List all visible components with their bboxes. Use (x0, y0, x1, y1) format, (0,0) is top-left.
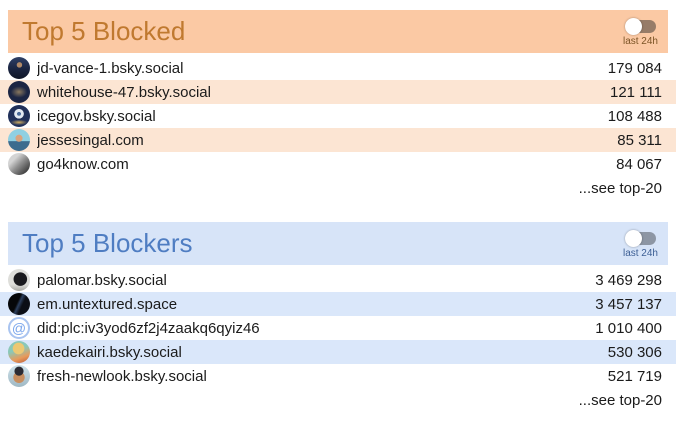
avatar (8, 105, 30, 127)
top-blockers-header: Top 5 Blockers last 24h (8, 222, 668, 265)
panel-title-blocked: Top 5 Blocked (22, 16, 186, 46)
see-more-row: ...see top-20 (0, 176, 676, 200)
avatar (8, 269, 30, 291)
list-item[interactable]: jessesingal.com 85 311 (0, 128, 676, 152)
account-handle[interactable]: did:plc:iv3yod6zf2j4zaakq6qyiz46 (37, 319, 260, 337)
top-blocked-header: Top 5 Blocked last 24h (8, 10, 668, 53)
avatar (8, 129, 30, 151)
list-item[interactable]: jd-vance-1.bsky.social 179 084 (0, 56, 676, 80)
list-item[interactable]: em.untextured.space 3 457 137 (0, 292, 676, 316)
account-handle[interactable]: icegov.bsky.social (37, 107, 156, 125)
last-24h-toggle[interactable] (625, 18, 656, 35)
avatar (8, 81, 30, 103)
block-count: 521 719 (607, 367, 662, 385)
list-item[interactable]: icegov.bsky.social 108 488 (0, 104, 676, 128)
avatar (8, 365, 30, 387)
top-blockers-panel: Top 5 Blockers last 24h palomar.bsky.soc… (0, 222, 676, 412)
block-count: 108 488 (607, 107, 662, 125)
blockers-list: palomar.bsky.social 3 469 298 em.untextu… (0, 268, 676, 388)
list-item[interactable]: palomar.bsky.social 3 469 298 (0, 268, 676, 292)
account-handle[interactable]: kaedekairi.bsky.social (37, 343, 182, 361)
avatar (8, 341, 30, 363)
see-top-20-link[interactable]: ...see top-20 (578, 179, 662, 197)
block-count: 530 306 (607, 343, 662, 361)
header-controls: last 24h (622, 230, 658, 259)
avatar (8, 57, 30, 79)
list-item[interactable]: @ did:plc:iv3yod6zf2j4zaakq6qyiz46 1 010… (0, 316, 676, 340)
toggle-knob-icon (625, 230, 642, 247)
see-top-20-link[interactable]: ...see top-20 (578, 391, 662, 409)
see-more-row: ...see top-20 (0, 388, 676, 412)
block-count: 121 111 (610, 83, 662, 101)
header-controls: last 24h (622, 18, 658, 47)
list-item[interactable]: fresh-newlook.bsky.social 521 719 (0, 364, 676, 388)
last-24h-toggle[interactable] (625, 230, 656, 247)
clearsky-top-lists-page: Top 5 Blocked last 24h jd-vance-1.bsky.s… (0, 10, 676, 412)
account-handle[interactable]: go4know.com (37, 155, 129, 173)
block-count: 179 084 (607, 59, 662, 77)
block-count: 85 311 (617, 131, 662, 149)
block-count: 3 469 298 (595, 271, 662, 289)
list-item[interactable]: kaedekairi.bsky.social 530 306 (0, 340, 676, 364)
avatar (8, 293, 30, 315)
account-handle[interactable]: em.untextured.space (37, 295, 178, 313)
account-handle[interactable]: jessesingal.com (37, 131, 144, 149)
panel-title-blockers: Top 5 Blockers (22, 228, 193, 258)
account-handle[interactable]: fresh-newlook.bsky.social (37, 367, 207, 385)
list-item[interactable]: whitehouse-47.bsky.social 121 111 (0, 80, 676, 104)
block-count: 84 067 (616, 155, 662, 173)
block-count: 3 457 137 (595, 295, 662, 313)
account-handle[interactable]: jd-vance-1.bsky.social (37, 59, 184, 77)
toggle-label: last 24h (622, 36, 658, 47)
blocked-list: jd-vance-1.bsky.social 179 084 whitehous… (0, 56, 676, 176)
toggle-label: last 24h (622, 248, 658, 259)
block-count: 1 010 400 (595, 319, 662, 337)
toggle-knob-icon (625, 18, 642, 35)
avatar (8, 153, 30, 175)
account-handle[interactable]: whitehouse-47.bsky.social (37, 83, 211, 101)
account-handle[interactable]: palomar.bsky.social (37, 271, 167, 289)
at-sign-avatar-icon: @ (8, 317, 30, 339)
list-item[interactable]: go4know.com 84 067 (0, 152, 676, 176)
top-blocked-panel: Top 5 Blocked last 24h jd-vance-1.bsky.s… (0, 10, 676, 200)
